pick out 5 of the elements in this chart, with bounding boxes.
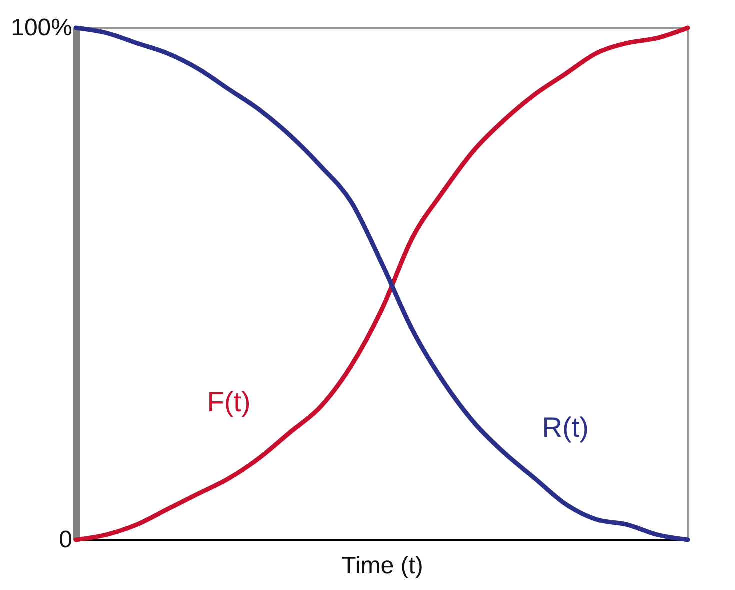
y-tick-label: 0 <box>59 526 72 554</box>
x-axis-title: Time (t) <box>342 552 424 580</box>
series-label: R(t) <box>542 412 589 444</box>
y-tick-label: 100% <box>11 14 72 42</box>
series-label: F(t) <box>207 386 251 418</box>
